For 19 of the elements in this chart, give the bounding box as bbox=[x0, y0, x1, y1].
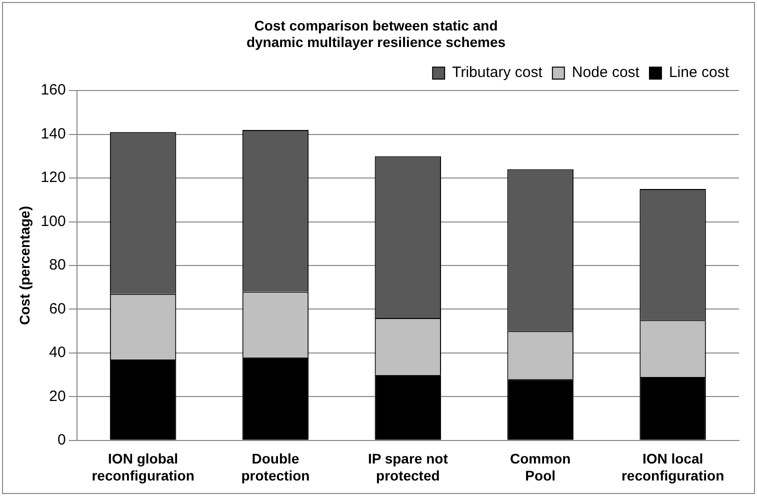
y-tick-label: 160 bbox=[40, 82, 66, 99]
x-tick-label: ION local reconfiguration bbox=[621, 450, 724, 484]
x-tick-label: IP spare not protected bbox=[368, 450, 448, 484]
legend-label: Tributary cost bbox=[452, 64, 544, 82]
y-tick-label: 20 bbox=[49, 388, 66, 405]
y-axis-title: Cost (percentage) bbox=[16, 206, 32, 326]
legend-label: Line cost bbox=[668, 64, 730, 82]
y-tick-label: 0 bbox=[57, 432, 66, 449]
y-tick-label: 40 bbox=[49, 344, 66, 362]
chart-title: Cost comparison between static and dynamic multilayer resilience schemes bbox=[246, 17, 506, 50]
y-tick-label: 120 bbox=[40, 169, 66, 186]
legend-label: Node cost bbox=[572, 64, 640, 82]
y-tick-label: 140 bbox=[40, 125, 66, 142]
y-tick-label: 60 bbox=[49, 300, 66, 318]
y-tick-label: 80 bbox=[49, 256, 66, 274]
x-tick-label: Double protection bbox=[241, 450, 310, 484]
x-tick-label: ION global reconfiguration bbox=[92, 450, 194, 484]
x-tick-label: Common Pool bbox=[510, 450, 571, 484]
y-tick-label: 100 bbox=[40, 212, 66, 230]
